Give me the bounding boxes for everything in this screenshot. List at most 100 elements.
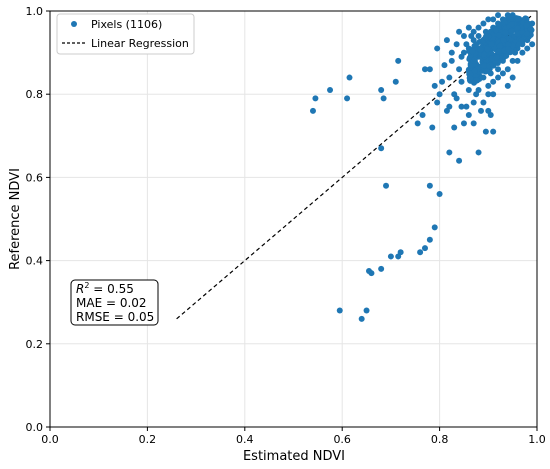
data-point	[421, 66, 428, 73]
data-point	[529, 41, 536, 48]
data-point	[358, 315, 365, 322]
x-tick-label: 0.4	[236, 433, 254, 446]
legend-frame	[56, 13, 195, 55]
data-point	[456, 28, 463, 35]
data-point	[505, 41, 512, 48]
x-tick-label: 0.2	[139, 433, 157, 446]
data-point	[387, 253, 394, 260]
x-tick-label: 1.0	[528, 433, 546, 446]
data-point	[448, 49, 455, 56]
data-point	[467, 75, 474, 82]
data-point	[443, 37, 450, 44]
data-point	[436, 91, 443, 98]
data-point	[475, 24, 482, 31]
data-point	[467, 62, 474, 69]
data-point	[477, 107, 484, 114]
data-point	[508, 21, 515, 28]
data-point	[475, 149, 482, 156]
data-point	[465, 24, 472, 31]
data-point	[490, 128, 497, 135]
data-point	[480, 20, 487, 27]
data-point	[485, 91, 492, 98]
data-point	[456, 157, 463, 164]
r2-symbol: R	[76, 282, 84, 296]
data-point	[363, 307, 370, 314]
data-point	[496, 22, 503, 29]
data-point	[504, 82, 511, 89]
data-point	[480, 63, 487, 70]
stats-box: R2 = 0.55 MAE = 0.02 RMSE = 0.05	[70, 279, 159, 326]
data-point	[485, 16, 492, 23]
data-point	[395, 57, 402, 64]
data-point	[312, 95, 319, 102]
data-point	[490, 78, 497, 85]
data-point	[460, 32, 467, 39]
data-point	[417, 249, 424, 256]
data-point	[436, 191, 443, 198]
data-point	[439, 78, 446, 85]
stats-mae: MAE = 0.02	[76, 296, 147, 310]
data-point	[446, 149, 453, 156]
data-point	[429, 124, 436, 131]
data-point	[470, 28, 477, 35]
data-point	[327, 87, 334, 94]
data-point	[470, 120, 477, 127]
data-point	[509, 57, 516, 64]
data-point	[514, 25, 521, 32]
y-axis-ticks: 0.0 0.2 0.4 0.6 0.8 1.0	[26, 5, 50, 434]
data-point	[514, 57, 521, 64]
data-point	[456, 66, 463, 73]
data-point	[482, 128, 489, 135]
data-point	[505, 46, 512, 53]
data-point	[503, 52, 510, 59]
data-point	[380, 95, 387, 102]
data-point	[485, 82, 492, 89]
data-point	[514, 15, 521, 22]
data-point	[473, 77, 480, 84]
y-tick-label: 0.2	[26, 338, 44, 351]
regression-line-layer	[176, 14, 533, 320]
data-point	[523, 22, 530, 29]
data-point	[309, 107, 316, 114]
data-point	[523, 31, 530, 38]
data-point	[514, 30, 521, 37]
data-point	[426, 66, 433, 73]
data-point	[496, 43, 503, 50]
y-tick-label: 0.4	[26, 255, 44, 268]
data-point	[490, 16, 497, 23]
data-point	[419, 112, 426, 118]
regression-line	[176, 14, 533, 320]
plot-frame	[49, 10, 538, 428]
data-point	[383, 182, 390, 189]
data-point	[484, 46, 491, 53]
data-point	[467, 70, 474, 77]
data-point	[489, 55, 496, 62]
data-point	[469, 48, 476, 55]
data-point	[463, 41, 470, 48]
data-point	[395, 253, 402, 260]
data-point	[344, 95, 351, 102]
y-tick-label: 0.6	[26, 171, 44, 184]
data-point	[431, 82, 438, 89]
data-point	[495, 48, 502, 55]
data-point	[451, 124, 458, 131]
x-axis-label: Estimated NDVI	[243, 449, 345, 464]
data-point	[500, 37, 507, 44]
data-point	[446, 74, 453, 81]
data-point	[460, 120, 467, 127]
data-point	[426, 236, 433, 243]
data-point	[346, 74, 353, 81]
data-point	[470, 99, 477, 106]
data-point	[441, 62, 448, 69]
stats-r2: R2 = 0.55	[76, 281, 134, 296]
data-point	[509, 74, 516, 81]
data-point	[448, 57, 455, 64]
data-point	[465, 112, 472, 118]
data-point	[453, 41, 460, 48]
data-point	[508, 28, 515, 35]
data-point	[378, 145, 385, 152]
data-point	[392, 78, 399, 85]
data-point	[426, 182, 433, 189]
data-point	[446, 103, 453, 110]
data-point	[431, 224, 438, 231]
